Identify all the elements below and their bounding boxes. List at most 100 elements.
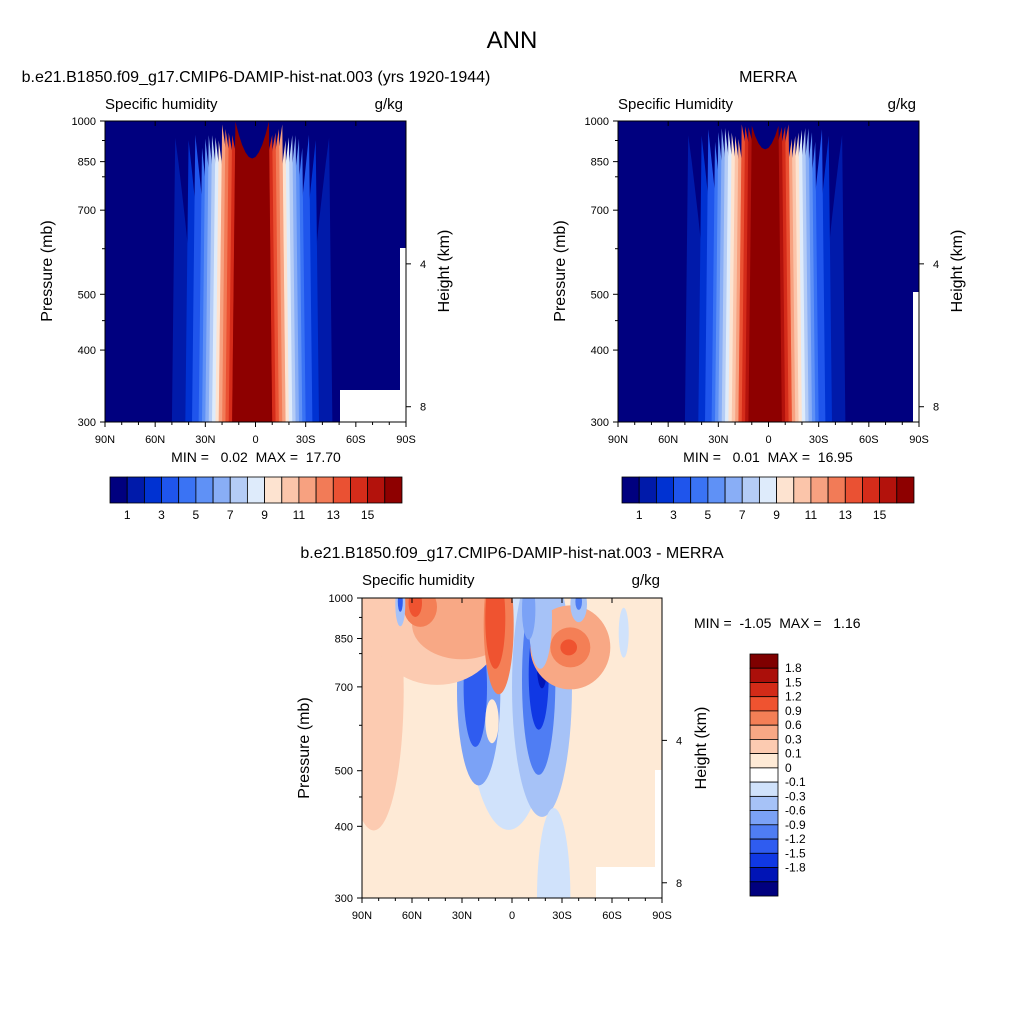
panel-merra-ytick-label: 850 [591,157,609,169]
panel-difference-anomaly-band [560,639,577,656]
panel-merra-ytick-label: 400 [591,345,609,357]
panel-model-ytick-label: 1000 [72,116,96,128]
panel-difference-y2tick-label: 4 [676,735,682,747]
panel-merra-y2tick-label: 8 [933,402,939,414]
panel-model-xtick-label: 30S [296,434,316,446]
panel-merra-colorbar-swatch [896,476,915,504]
panel-merra-colorbar-swatch [793,476,812,504]
panel-model-colorbar-swatch [195,476,214,504]
panel-model-colorbar-swatch [384,476,403,504]
panel-model-colorbar-swatch [298,476,317,504]
panel-difference-y2label: Height (km) [693,707,710,790]
panel-model-colorbar-swatch [246,476,265,504]
panel-model-xtick-label: 90S [396,434,416,446]
panel-merra-ytick-label: 500 [591,289,609,301]
panel-merra-colorbar-label: 7 [739,508,746,522]
panel-merra-colorbar-label: 11 [805,508,818,522]
panel-difference-colorbar-label: -0.1 [785,775,806,789]
panel-difference-xtick-label: 30N [452,910,472,922]
panel-merra-colorbar-swatch [656,476,674,504]
panel-difference-anomaly-band [537,808,571,898]
panel-difference-colorbar-swatch [749,824,779,840]
panel-model: b.e21.B1850.f09_g17.CMIP6-DAMIP-hist-nat… [22,69,491,522]
panel-merra-colorbar-swatch [776,476,795,504]
panel-model-colorbar-swatch [161,476,180,504]
panel-difference-colorbar-swatch [749,881,779,897]
panel-merra-colorbar-label: 9 [773,508,780,522]
panel-model-xtick-label: 30N [195,434,215,446]
panel-model-colorbar-swatch [126,476,145,504]
panel-model-xtick-label: 0 [252,434,258,446]
panel-merra-units: g/kg [888,96,916,113]
panel-merra-y2label: Height (km) [949,230,966,313]
panel-model-colorbar-label: 5 [193,508,200,522]
panel-merra-colorbar-swatch [621,476,640,504]
panel-difference-left-label: Specific humidity [362,572,475,589]
panel-model-colorbar-swatch [212,476,231,504]
panel-difference-xtick-label: 60S [602,910,622,922]
panel-merra-ytick-label: 1000 [585,116,609,128]
panel-model-colorbar-swatch [264,476,283,504]
panel-difference-colorbar-swatch [749,667,779,683]
panel-merra-colorbar-swatch [827,476,846,504]
panel-merra-colorbar-swatch [879,476,898,504]
panel-merra-colorbar-label: 5 [705,508,712,522]
panel-merra-xtick-label: 90S [909,434,929,446]
panel-model-ytick-label: 700 [78,205,96,217]
figure-title: ANN [487,27,538,54]
panel-merra-contour-band [748,125,782,422]
panel-difference-ytick-label: 700 [335,682,353,694]
panel-difference-ytick-label: 300 [335,893,353,905]
panel-merra-xtick-label: 60S [859,434,879,446]
panel-merra-colorbar-swatch [707,476,726,504]
panel-difference-colorbar-swatch [749,739,779,755]
panel-merra-left-label: Specific Humidity [618,96,734,113]
panel-model-stats: MIN = 0.02 MAX = 17.70 [171,449,341,465]
panel-model-y2label: Height (km) [436,230,453,313]
panel-merra-xtick-label: 0 [765,434,771,446]
panel-difference-colorbar-label: -0.6 [785,804,806,818]
panel-merra-xtick-label: 90N [608,434,628,446]
panel-difference-colorbar-label: -1.8 [785,861,806,875]
panel-model-colorbar-label: 13 [327,508,341,522]
panel-merra-xtick-label: 30N [708,434,728,446]
panel-difference-colorbar-swatch [749,682,779,698]
panel-model-colorbar-label: 1 [124,508,131,522]
panel-difference-colorbar-label: -1.5 [785,846,806,860]
panel-model-colorbar-swatch [109,476,128,504]
panel-difference-anomaly-band [408,598,422,617]
panel-merra-xtick-label: 30S [809,434,829,446]
panel-difference-colorbar-swatch [749,867,779,883]
panel-merra-colorbar-swatch [759,476,777,504]
panel-difference-anomaly-band [395,598,406,627]
panel-difference-ylabel: Pressure (mb) [296,697,313,798]
panel-model-colorbar-swatch [143,476,162,504]
panel-difference-units: g/kg [632,572,660,589]
panel-difference-colorbar-swatch [749,696,779,712]
panel-model-colorbar-label: 15 [361,508,375,522]
panel-difference-anomaly-band [618,607,629,658]
panel-model-xtick-label: 60N [145,434,165,446]
panel-merra-colorbar-swatch [810,476,829,504]
panel-merra-stats: MIN = 0.01 MAX = 16.95 [683,449,853,465]
panel-model-units: g/kg [375,96,403,113]
panel-difference-colorbar-label: 0.1 [785,747,802,761]
panel-difference-colorbar-label: -0.3 [785,789,806,803]
panel-difference-title: b.e21.B1850.f09_g17.CMIP6-DAMIP-hist-nat… [300,545,724,562]
panel-difference-colorbar-swatch [749,724,779,740]
panel-difference-xtick-label: 30S [552,910,572,922]
panel-difference-colorbar-label: 1.5 [785,676,802,690]
panel-difference-colorbar-swatch [749,852,779,868]
panel-merra-ylabel: Pressure (mb) [552,220,569,321]
panel-difference-colorbar-label: 0.9 [785,704,802,718]
panel-model-field [105,121,406,422]
panel-difference-anomaly-band [625,598,662,875]
panel-difference-colorbar-label: 0.6 [785,718,802,732]
panel-model-ytick-label: 500 [78,289,96,301]
panel-merra-colorbar-swatch [638,476,657,504]
panel-model-colorbar-swatch [315,476,334,504]
panel-difference-xtick-label: 90N [352,910,372,922]
panel-model-left-label: Specific humidity [105,96,218,113]
